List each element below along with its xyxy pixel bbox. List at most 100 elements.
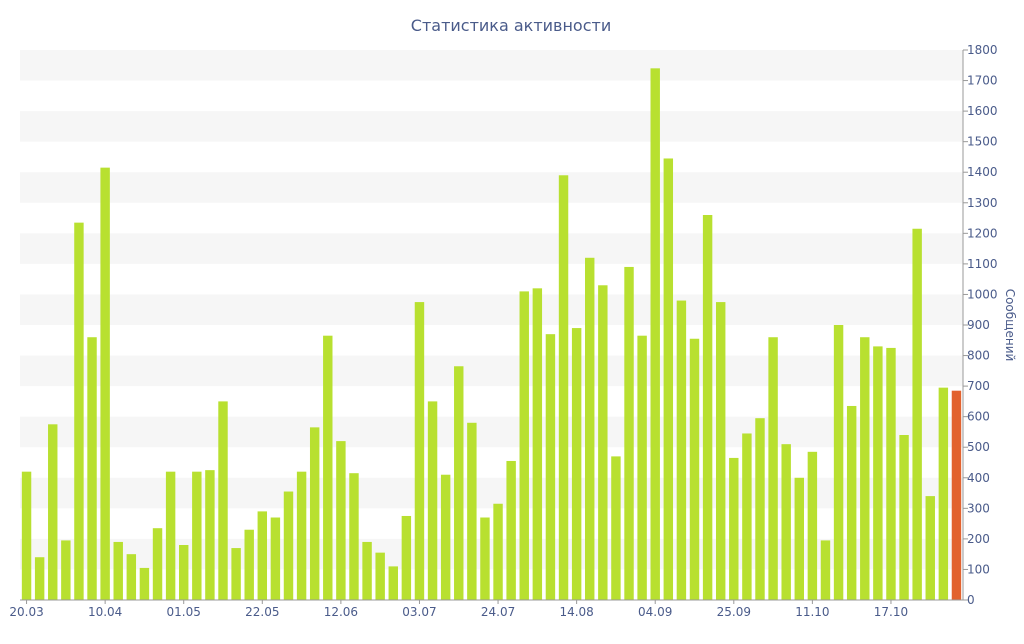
- y-tick-label: 700: [967, 379, 990, 393]
- bar[interactable]: [244, 529, 254, 600]
- bar[interactable]: [519, 291, 529, 600]
- bar[interactable]: [21, 471, 32, 600]
- bar[interactable]: [585, 257, 595, 600]
- y-tick-label: 1800: [967, 43, 998, 57]
- bar[interactable]: [820, 540, 831, 600]
- bar[interactable]: [873, 346, 883, 600]
- bar[interactable]: [899, 435, 909, 600]
- y-tick-label: 200: [967, 532, 990, 546]
- bar[interactable]: [283, 491, 294, 600]
- y-tick-label: 1000: [967, 287, 998, 301]
- x-tick-label: 12.06: [324, 605, 358, 619]
- y-tick-label: 600: [967, 410, 990, 424]
- bar[interactable]: [257, 511, 268, 600]
- bar[interactable]: [545, 334, 556, 600]
- bar[interactable]: [454, 366, 464, 600]
- bar[interactable]: [912, 228, 922, 600]
- bar[interactable]: [309, 427, 320, 600]
- bar[interactable]: [925, 496, 935, 600]
- bar[interactable]: [218, 401, 228, 600]
- bar[interactable]: [231, 548, 241, 600]
- bar[interactable]: [270, 517, 281, 601]
- bar[interactable]: [113, 541, 123, 600]
- grid-band: [20, 50, 963, 81]
- bar[interactable]: [414, 302, 425, 600]
- y-tick-label: 1400: [967, 165, 998, 179]
- bar[interactable]: [637, 335, 647, 600]
- bar[interactable]: [794, 477, 804, 600]
- bar[interactable]: [401, 515, 412, 600]
- x-tick-label: 10.04: [88, 605, 122, 619]
- bar[interactable]: [440, 474, 451, 600]
- bar[interactable]: [676, 300, 687, 600]
- bar[interactable]: [938, 387, 949, 600]
- bar[interactable]: [611, 456, 621, 600]
- bar[interactable]: [100, 167, 110, 600]
- bar[interactable]: [427, 401, 438, 600]
- bar[interactable]: [192, 471, 202, 600]
- bar[interactable]: [702, 215, 713, 600]
- x-tick-label: 20.03: [9, 605, 43, 619]
- bar[interactable]: [296, 471, 307, 600]
- x-tick-label: 17.10: [874, 605, 908, 619]
- bar[interactable]: [87, 337, 97, 600]
- bar[interactable]: [846, 405, 857, 600]
- y-tick-label: 800: [967, 349, 990, 363]
- bar[interactable]: [532, 288, 543, 600]
- bar[interactable]: [729, 457, 739, 600]
- bar[interactable]: [34, 557, 45, 600]
- bar[interactable]: [165, 471, 176, 600]
- bar[interactable]: [689, 338, 700, 600]
- bar[interactable]: [152, 528, 163, 600]
- bar[interactable]: [571, 328, 582, 600]
- bar[interactable]: [467, 422, 477, 600]
- bar[interactable]: [886, 347, 896, 600]
- bar[interactable]: [126, 554, 137, 600]
- bar[interactable]: [715, 302, 726, 600]
- bar[interactable]: [768, 337, 778, 600]
- grid-band: [20, 416, 963, 448]
- y-tick-label: 1300: [967, 196, 998, 210]
- x-tick-label: 11.10: [795, 605, 829, 619]
- grid-band: [20, 538, 963, 570]
- bar[interactable]: [48, 424, 58, 600]
- bar[interactable]: [781, 444, 791, 600]
- bar[interactable]: [375, 552, 385, 600]
- chart-title: Статистика активности: [411, 16, 611, 35]
- bar[interactable]: [480, 517, 490, 601]
- bar[interactable]: [650, 68, 660, 600]
- bar[interactable]: [860, 337, 870, 600]
- x-tick-label: 04.09: [638, 605, 672, 619]
- bar[interactable]: [179, 545, 189, 600]
- bar[interactable]: [755, 418, 765, 600]
- bar[interactable]: [624, 266, 634, 600]
- x-tick-label: 25.09: [717, 605, 751, 619]
- x-tick-label: 24.07: [481, 605, 515, 619]
- y-tick-label: 900: [967, 318, 990, 332]
- y-tick-label: 0: [967, 593, 975, 607]
- bar[interactable]: [598, 285, 608, 600]
- bar[interactable]: [833, 325, 844, 600]
- y-tick-label: 500: [967, 440, 990, 454]
- y-tick-label: 1600: [967, 104, 998, 118]
- bar[interactable]: [362, 541, 372, 600]
- bar[interactable]: [742, 433, 752, 600]
- bar[interactable]: [61, 540, 71, 600]
- bar[interactable]: [349, 473, 359, 600]
- bar[interactable]: [663, 158, 674, 600]
- bar[interactable]: [807, 451, 818, 600]
- bar[interactable]: [139, 567, 150, 600]
- bar[interactable]: [558, 175, 569, 600]
- bar[interactable]: [493, 503, 503, 600]
- bar[interactable]: [74, 222, 84, 600]
- bar[interactable]: [205, 470, 215, 600]
- bar[interactable]: [323, 335, 333, 600]
- bar[interactable]: [388, 566, 398, 600]
- bar-current[interactable]: [951, 390, 962, 600]
- bar[interactable]: [506, 460, 516, 600]
- grid-band: [20, 172, 963, 203]
- y-tick-label: 1100: [967, 257, 998, 271]
- bar[interactable]: [336, 441, 346, 600]
- x-tick-label: 03.07: [402, 605, 436, 619]
